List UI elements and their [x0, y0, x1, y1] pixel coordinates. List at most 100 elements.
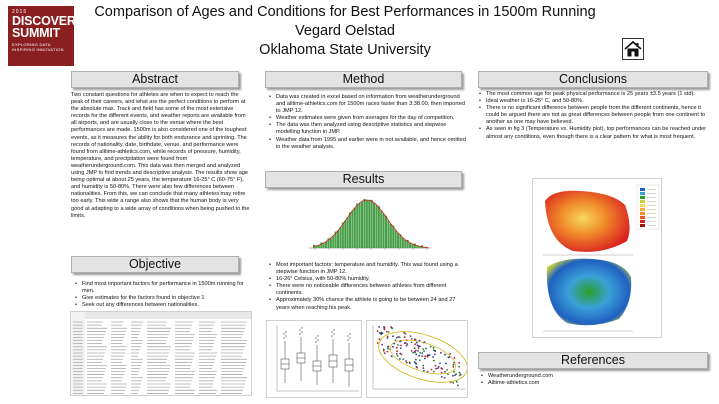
scatter-point — [392, 335, 394, 338]
legend-swatch — [640, 208, 645, 211]
scatter-point — [404, 332, 407, 335]
scatter-point — [395, 352, 398, 355]
scatter-point — [459, 373, 462, 376]
scatter-point — [421, 355, 424, 358]
scatter-point — [452, 363, 455, 366]
boxplot-outlier — [331, 335, 333, 337]
scatter-point — [382, 350, 385, 352]
abstract-header: Abstract — [71, 71, 239, 88]
scatter-point — [393, 342, 396, 345]
scatter-point — [398, 336, 401, 339]
boxplot-outlier — [317, 335, 319, 337]
histogram-bar — [401, 237, 404, 248]
histogram-bar — [315, 245, 318, 248]
scatter-point — [426, 355, 429, 358]
scatter-point — [414, 358, 417, 361]
institution: Oklahoma State University — [259, 42, 431, 58]
scatter-point — [405, 361, 408, 364]
scatter-point — [376, 330, 379, 332]
boxplot-outlier — [347, 339, 349, 341]
scatter-point — [400, 344, 402, 347]
scatter-point — [399, 352, 402, 355]
logo-line2: SUMMIT — [12, 26, 61, 40]
scatter-point — [383, 326, 386, 329]
histogram-bar — [329, 237, 332, 248]
scatter-point — [378, 326, 380, 328]
scatter-point — [428, 354, 431, 356]
scatter-point — [453, 370, 455, 373]
boxplot-outlier — [317, 339, 319, 341]
conclusions-item: As seen in fig 3 (Temperature vs. Humidi… — [478, 126, 710, 140]
histogram-bar — [349, 212, 352, 248]
scatter-point — [422, 364, 425, 367]
scatter-point — [422, 367, 425, 369]
histogram-bar — [365, 200, 368, 248]
scatter-point — [418, 354, 421, 357]
histogram-bar — [397, 233, 400, 248]
scatter-point — [417, 347, 420, 349]
method-header: Method — [265, 71, 462, 88]
histogram-bar — [377, 206, 380, 248]
data-table-graphic — [71, 312, 251, 395]
scatter-point — [406, 343, 409, 345]
legend-swatch — [640, 196, 645, 199]
scatter-point — [396, 354, 399, 357]
scatter-point — [417, 350, 419, 352]
logo-tagline: EXPLORING DATA INSPIRING INNOVATION — [12, 42, 64, 52]
scatter-point — [422, 348, 425, 350]
histogram-bar — [385, 215, 388, 248]
histogram-bar — [341, 222, 344, 248]
conclusions-item: The most common age for peak physical pe… — [478, 91, 710, 98]
home-icon[interactable] — [622, 38, 644, 60]
references-list: Weatherunderground.com Alltime-athletics… — [480, 373, 710, 387]
method-item: Weather data from 1995 and earlier were … — [268, 137, 468, 151]
scatter-point — [430, 368, 433, 371]
conclusions-list: The most common age for peak physical pe… — [478, 91, 710, 141]
scatter-point — [417, 345, 420, 348]
scatter-point — [386, 335, 389, 338]
legend-swatch — [640, 192, 645, 195]
boxplot-outlier — [285, 335, 287, 337]
contour-graphic — [543, 184, 660, 332]
scatter-point — [410, 338, 413, 340]
references-header: References — [478, 352, 708, 369]
histogram-bar — [332, 235, 335, 248]
scatter-point — [453, 357, 456, 359]
scatter-point — [396, 350, 398, 353]
scatter-point — [418, 359, 421, 362]
conclusions-item: There is no significant difference betwe… — [478, 105, 710, 126]
scatter-point — [458, 361, 461, 364]
scatter-point — [456, 384, 459, 387]
scatter-point — [414, 343, 417, 346]
scatter-point — [447, 356, 450, 359]
scatter-point — [390, 326, 393, 328]
scatter-point — [378, 338, 381, 341]
boxplot-outlier — [301, 331, 303, 333]
reference-item[interactable]: Alltime-athletics.com — [480, 380, 710, 387]
scatter-point — [443, 377, 446, 379]
results-header: Results — [265, 171, 462, 188]
reference-item[interactable]: Weatherunderground.com — [480, 373, 710, 380]
scatter-point — [409, 335, 412, 337]
scatter-point — [444, 353, 446, 356]
boxplot-outlier — [331, 331, 333, 333]
scatter-point — [440, 351, 442, 354]
legend-swatch — [640, 204, 645, 207]
legend-swatch — [640, 188, 645, 191]
method-list: Data was created in excel based on infor… — [268, 94, 468, 151]
scatter-point — [435, 367, 437, 370]
legend-swatch — [640, 212, 645, 215]
boxplot-outlier — [347, 335, 349, 337]
scatter-point — [386, 347, 389, 350]
boxplot-outlier — [301, 327, 303, 329]
histogram-bar — [370, 199, 373, 248]
boxplot-outlier — [299, 329, 301, 331]
scatter-point — [386, 330, 388, 333]
legend-swatch — [640, 200, 645, 203]
histogram-bar — [344, 220, 347, 248]
scatter-point — [458, 371, 461, 374]
scatter-point — [432, 356, 434, 358]
scatter-point — [439, 362, 441, 364]
method-item: Weather estimates were given from averag… — [268, 115, 468, 122]
scatter-point — [433, 359, 435, 362]
